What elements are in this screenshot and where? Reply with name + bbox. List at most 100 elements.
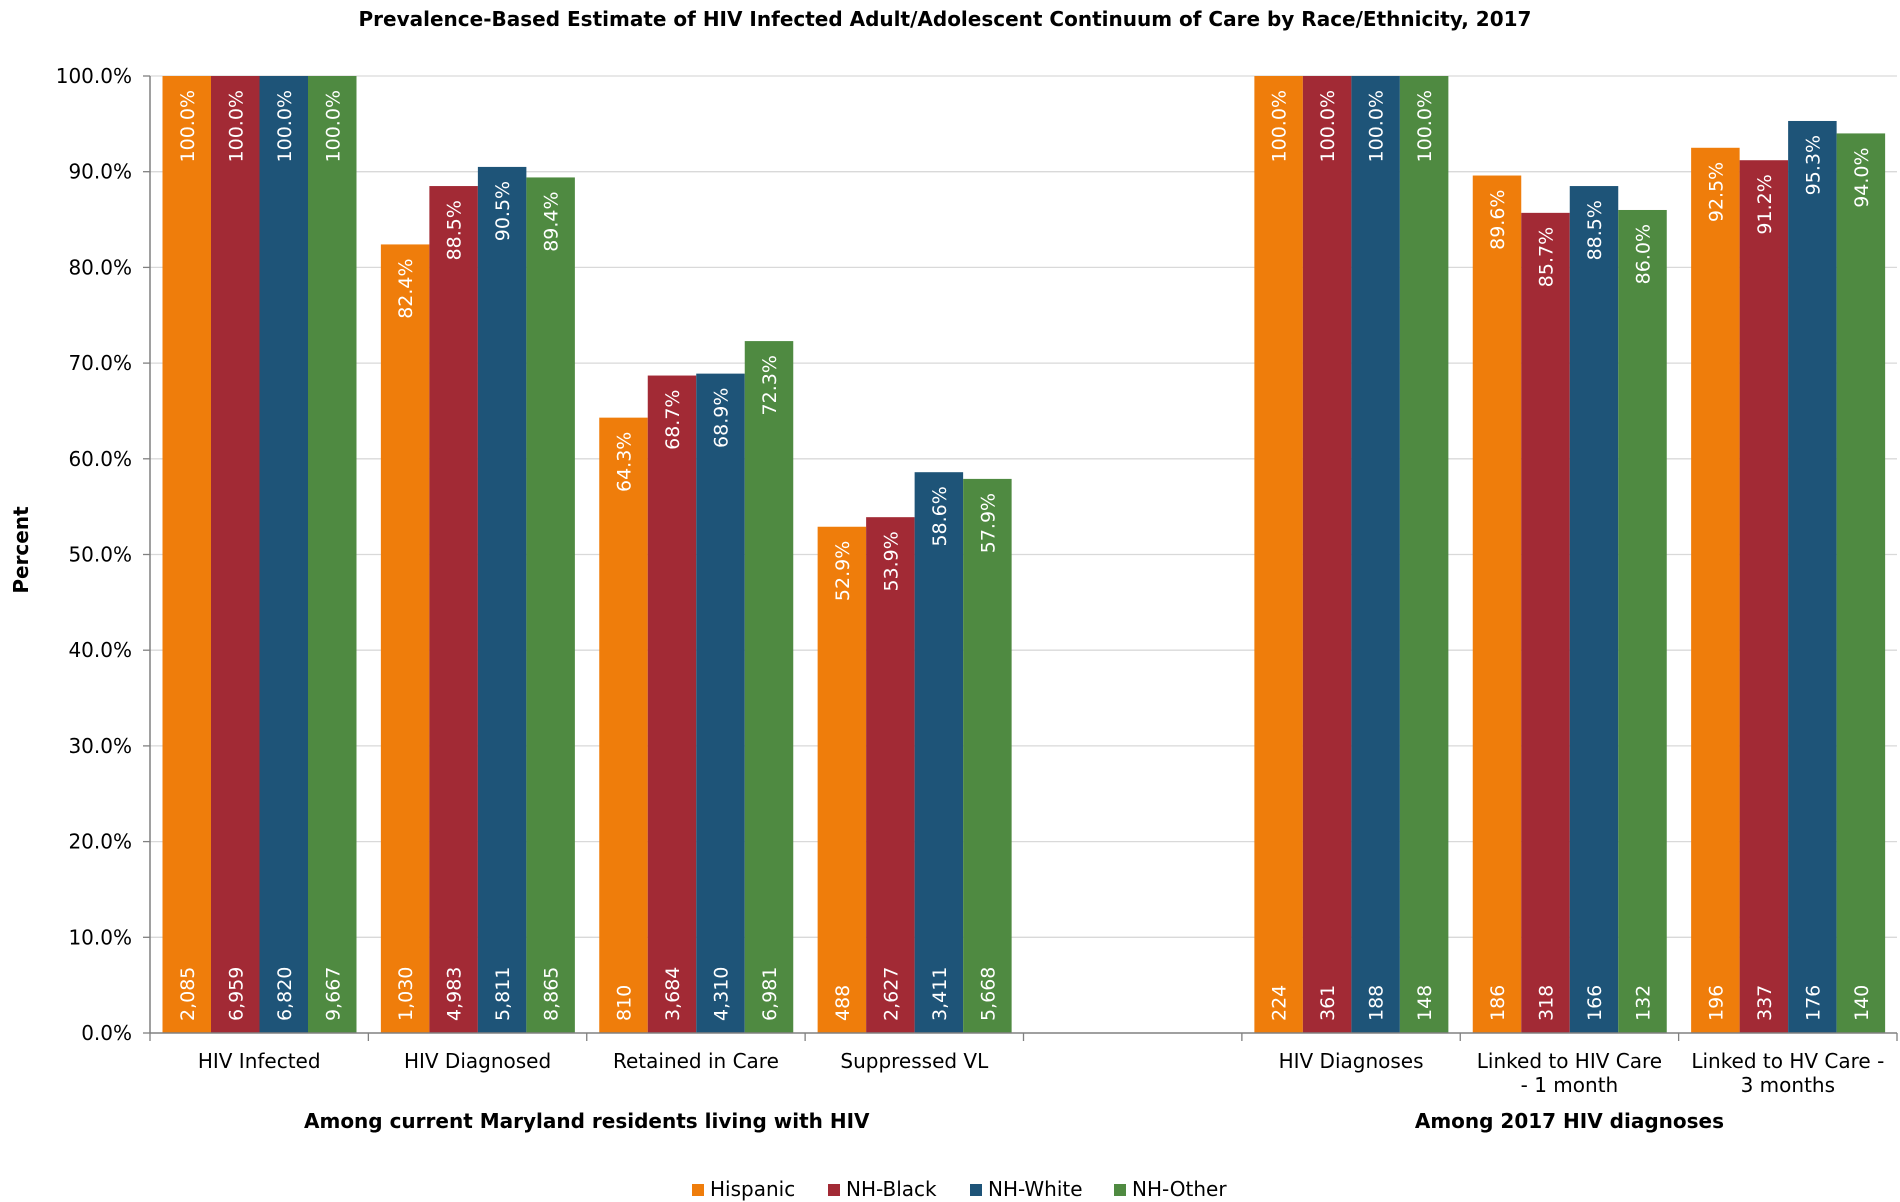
category-label: Linked to HIV Care [1477,1049,1662,1073]
count-data-label: 6,820 [274,967,296,1021]
count-data-label: 176 [1802,985,1824,1021]
pct-data-label: 100.0% [1414,90,1436,162]
legend-label-nh-other: NH-Other [1132,1177,1227,1201]
bar-hispanic [1691,147,1740,1033]
bar-hispanic [599,417,648,1033]
bar-hispanic [162,76,211,1033]
count-data-label: 337 [1754,985,1776,1021]
pct-data-label: 100.0% [1317,90,1339,162]
bar-nh-white [1788,120,1837,1033]
chart-title: Prevalence-Based Estimate of HIV Infecte… [359,7,1532,31]
bar-nh-black [1521,212,1570,1033]
category-label: HIV Diagnoses [1279,1049,1424,1073]
count-data-label: 140 [1851,985,1873,1021]
count-data-label: 132 [1633,985,1655,1021]
y-tick-label: 70.0% [68,351,132,375]
pct-data-label: 64.3% [614,432,636,492]
count-data-label: 810 [614,985,636,1021]
bar-nh-white [259,76,308,1033]
count-data-label: 6,981 [759,967,781,1021]
bar-hispanic [380,244,430,1033]
category-label: HIV Infected [198,1049,321,1073]
count-data-label: 3,411 [929,967,951,1021]
category-label: Suppressed VL [840,1049,989,1073]
pct-data-label: 88.5% [1584,200,1606,260]
count-data-label: 488 [832,985,854,1021]
category-label: 3 months [1741,1073,1835,1097]
count-data-label: 148 [1414,985,1436,1021]
bar-nh-other [1618,209,1667,1034]
bar-nh-other [963,478,1012,1034]
count-data-label: 9,667 [322,967,344,1021]
pct-data-label: 100.0% [225,90,247,162]
bar-nh-black [866,517,915,1033]
pct-data-label: 91.2% [1754,174,1776,234]
legend-swatch-nh-white [970,1184,982,1196]
count-data-label: 3,684 [662,967,684,1021]
legend-label-hispanic: Hispanic [710,1177,795,1201]
legend-label-nh-white: NH-White [988,1177,1083,1201]
category-labels: HIV Infected HIV Diagnosed Retained in Car… [198,1049,1884,1097]
count-data-label: 196 [1705,985,1727,1021]
pct-data-label: 52.9% [832,541,854,601]
group-label-current-residents: Among current Maryland residents living … [304,1109,870,1133]
bar-nh-black [1739,160,1789,1033]
y-tick-label: 40.0% [68,638,132,662]
bar-nh-other [526,177,575,1033]
y-tick-label: 20.0% [68,830,132,854]
count-data-label: 4,310 [711,967,733,1021]
bar-nh-white [1569,186,1619,1033]
pct-data-label: 68.7% [662,390,684,450]
group-labels: Among current Maryland residents living … [304,1109,1724,1133]
y-tick-label: 0.0% [81,1021,132,1045]
pct-data-label: 89.4% [541,191,563,251]
pct-data-label: 86.0% [1633,224,1655,284]
legend-swatch-nh-black [828,1184,840,1196]
bar-hispanic [1254,76,1303,1033]
pct-data-label: 100.0% [177,90,199,162]
y-tick-label: 50.0% [68,543,132,567]
category-label: Retained in Care [613,1049,779,1073]
legend: Hispanic NH-Black NH-White NH-Other [692,1177,1227,1201]
pct-data-label: 100.0% [1269,90,1291,162]
count-data-label: 5,668 [977,967,999,1021]
count-data-label: 1,030 [395,967,417,1021]
legend-swatch-hispanic [692,1184,704,1196]
y-tick-label: 60.0% [68,447,132,471]
pct-data-label: 58.6% [929,486,951,546]
group-label-2017-diagnoses: Among 2017 HIV diagnoses [1415,1109,1724,1133]
y-tick-label: 10.0% [68,925,132,949]
count-data-label: 318 [1536,985,1558,1021]
legend-swatch-nh-other [1114,1184,1126,1196]
bar-nh-black [429,186,478,1033]
count-data-label: 5,811 [492,967,514,1021]
bar-nh-white [914,472,964,1033]
bar-nh-white [1351,76,1400,1033]
legend-label-nh-black: NH-Black [846,1177,937,1201]
data-labels: 100.0% 2,085 82.4% 1,030 64.3% 810 52.9% 488 100… [177,90,1873,1021]
count-data-label: 166 [1584,985,1606,1021]
y-tick-label: 30.0% [68,734,132,758]
count-data-label: 361 [1317,985,1339,1021]
bar-nh-other [744,341,794,1033]
bar-nh-black [211,76,260,1033]
pct-data-label: 88.5% [444,200,466,260]
pct-data-label: 72.3% [759,355,781,415]
category-label: Linked to HV Care - [1691,1049,1884,1073]
bar-nh-other [1836,133,1886,1034]
pct-data-label: 85.7% [1536,227,1558,287]
category-label: - 1 month [1521,1073,1619,1097]
y-tick-label: 100.0% [56,64,132,88]
bar-hispanic [817,526,867,1033]
bar-hispanic [1472,175,1522,1033]
count-data-label: 4,983 [444,967,466,1021]
pct-data-label: 100.0% [274,90,296,162]
bar-nh-white [477,166,527,1034]
bar-nh-white [696,373,745,1033]
y-axis-ticks: 0.0% 10.0% 20.0% 30.0% 40.0% 50.0% 60.0% 70.0% 8… [56,64,150,1045]
bar-nh-black [1302,76,1352,1033]
count-data-label: 188 [1366,985,1388,1021]
category-label: HIV Diagnosed [404,1049,551,1073]
pct-data-label: 90.5% [492,181,514,241]
